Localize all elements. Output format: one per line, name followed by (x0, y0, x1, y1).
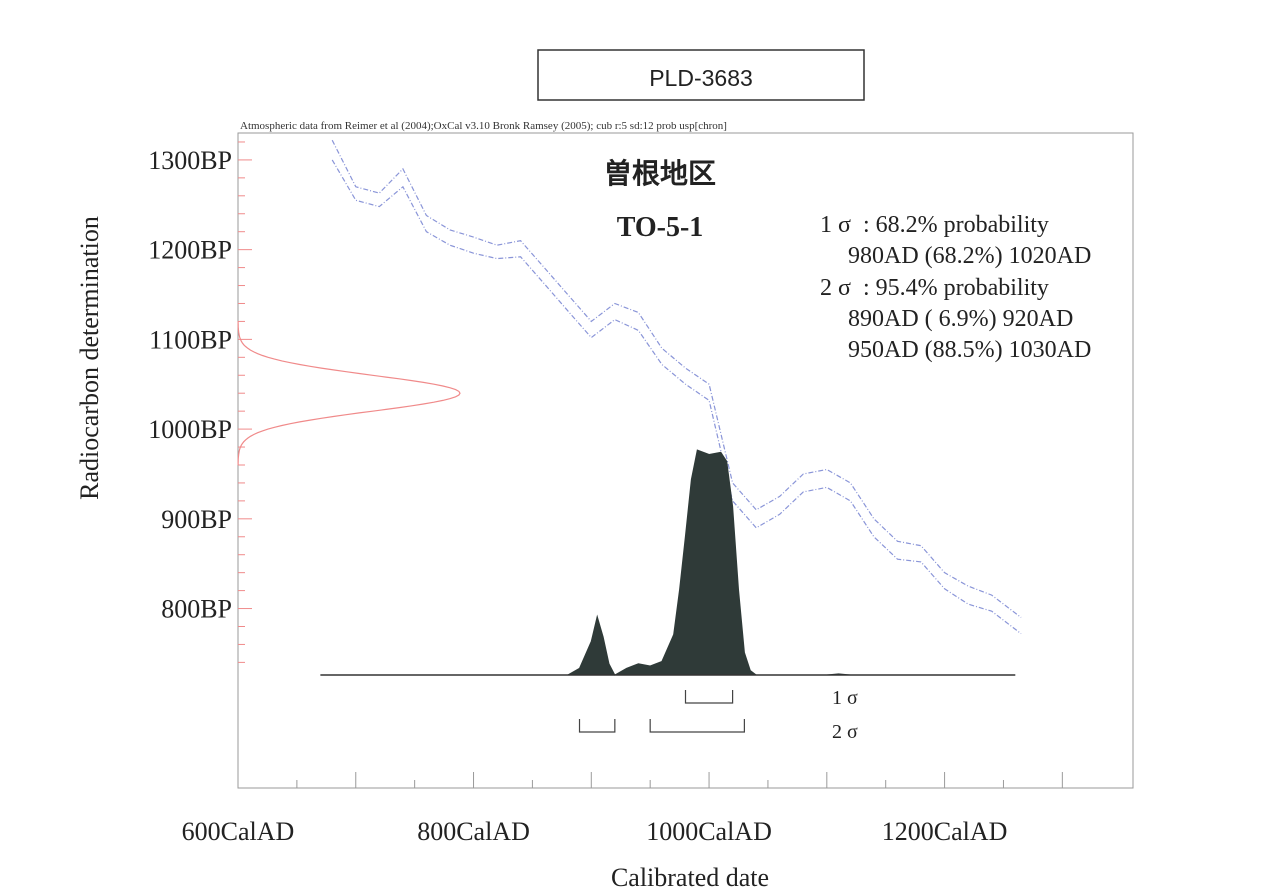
legend-line-5: 950AD (88.5%) 1030AD (848, 337, 1091, 363)
x-tick-label: 1000CalAD (646, 817, 772, 846)
sigma1-label: 1 σ (832, 687, 858, 709)
sigma1-range-0 (684, 690, 734, 704)
y-tick-label: 1200BP (148, 236, 232, 265)
measurement-distribution (237, 321, 461, 465)
x-tick-label: 1200CalAD (882, 817, 1008, 846)
x-axis-layer: 600CalAD 800CalAD 1000CalAD 1200CalAD (182, 772, 1063, 846)
y-tick-label: 900BP (161, 505, 232, 534)
y-tick-label: 1000BP (148, 415, 232, 444)
y-tick-label: 1300BP (148, 146, 232, 175)
y-axis-title: Radiocarbon determination (75, 216, 104, 500)
sample-id: PLD-3683 (649, 65, 753, 91)
distribution-layer (320, 449, 1016, 676)
measurement-layer (237, 321, 461, 465)
chart-subtitle: Atmospheric data from Reimer et al (2004… (240, 120, 727, 132)
y-axis-layer: 1300BP 1200BP 1100BP 1000BP 900BP 800BP (148, 141, 252, 663)
calibration-curve-lower (331, 159, 1022, 635)
legend-line-4: 890AD ( 6.9%) 920AD (848, 306, 1073, 332)
sigma2-range-0 (578, 719, 616, 733)
sigma2-label: 2 σ (832, 721, 858, 743)
y-tick-label: 1100BP (149, 325, 232, 354)
legend-line-3: 2 σ : 95.4% probability (820, 275, 1049, 301)
sample-label: TO-5-1 (617, 212, 704, 243)
x-tick-label: 800CalAD (417, 817, 530, 846)
x-axis-title: Calibrated date (611, 863, 769, 892)
calibration-curve-upper (331, 139, 1022, 618)
probability-distribution-area (320, 449, 1016, 676)
sigma2-range-1 (649, 719, 745, 733)
x-tick-label: 600CalAD (182, 817, 295, 846)
legend-line-2: 980AD (68.2%) 1020AD (848, 243, 1091, 269)
sigma-ranges-layer (578, 690, 745, 733)
calibration-curve-layer (331, 139, 1022, 635)
legend-line-1: 1 σ : 68.2% probability (820, 212, 1049, 238)
site-name: 曽根地区 (604, 157, 716, 189)
sample-id-box (537, 49, 865, 101)
y-tick-label: 800BP (161, 595, 232, 624)
